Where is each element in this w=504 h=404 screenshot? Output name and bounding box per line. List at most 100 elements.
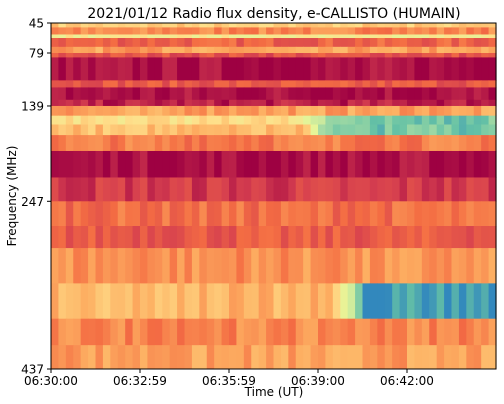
heatmap-cell-band-11-t-26 <box>243 115 252 125</box>
heatmap-cell-band-8-t-39 <box>340 87 349 101</box>
heatmap-cell-band-6-t-57 <box>473 57 482 81</box>
heatmap-cell-band-1-t-7 <box>102 27 111 35</box>
heatmap-cell-band-0-t-32 <box>288 23 297 28</box>
heatmap-cell-band-6-t-58 <box>481 57 490 81</box>
heatmap-cell-band-20-t-27 <box>251 318 260 346</box>
heatmap-cell-band-16-t-47 <box>399 201 408 227</box>
heatmap-cell-band-10-t-37 <box>325 105 334 117</box>
heatmap-cell-band-15-t-17 <box>177 177 186 202</box>
heatmap-cell-band-3-t-20 <box>199 38 208 48</box>
heatmap-cell-band-14-t-22 <box>214 150 223 178</box>
heatmap-cell-band-14-t-50 <box>421 150 430 178</box>
heatmap-cell-band-16-t-53 <box>444 201 453 227</box>
heatmap-cell-band-5-t-21 <box>206 53 215 58</box>
heatmap-cell-band-5-t-19 <box>191 53 200 58</box>
heatmap-cell-band-16-t-12 <box>140 201 149 227</box>
heatmap-cell-band-18-t-29 <box>266 248 275 284</box>
heatmap-cell-band-16-t-25 <box>236 201 245 227</box>
heatmap-cell-band-17-t-56 <box>466 226 475 249</box>
heatmap-cell-band-8-t-52 <box>436 87 445 101</box>
heatmap-cell-band-2-t-45 <box>384 34 393 39</box>
heatmap-cell-band-13-t-39 <box>340 135 349 152</box>
heatmap-cell-band-15-t-4 <box>80 177 89 202</box>
heatmap-cell-band-18-t-34 <box>303 248 312 284</box>
heatmap-cell-band-17-t-15 <box>162 226 171 249</box>
heatmap-cell-band-4-t-40 <box>347 46 356 54</box>
heatmap-cell-band-21-t-6 <box>95 345 104 370</box>
heatmap-cell-band-15-t-37 <box>325 177 334 202</box>
heatmap-cell-band-17-t-10 <box>125 226 134 249</box>
heatmap-cell-band-12-t-57 <box>473 124 482 136</box>
heatmap-cell-band-11-t-25 <box>236 115 245 125</box>
heatmap-cell-band-0-t-2 <box>65 23 74 28</box>
heatmap-cell-band-9-t-17 <box>177 99 186 107</box>
heatmap-cell-band-15-t-22 <box>214 177 223 202</box>
heatmap-cell-band-10-t-54 <box>451 105 460 117</box>
heatmap-cell-band-21-t-9 <box>117 345 126 370</box>
heatmap-cell-band-1-t-10 <box>125 27 134 35</box>
heatmap-cell-band-1-t-50 <box>421 27 430 35</box>
heatmap-cell-band-18-t-4 <box>80 248 89 284</box>
heatmap-cell-band-8-t-25 <box>236 87 245 101</box>
heatmap-cell-band-3-t-49 <box>414 38 423 48</box>
heatmap-cell-band-8-t-0 <box>51 87 60 101</box>
heatmap-cell-band-11-t-16 <box>169 115 178 125</box>
x-axis-label: Time (UT) <box>244 385 304 399</box>
heatmap-cell-band-15-t-55 <box>458 177 467 202</box>
heatmap-cell-band-18-t-19 <box>191 248 200 284</box>
heatmap-cell-band-16-t-22 <box>214 201 223 227</box>
heatmap-cell-band-13-t-51 <box>429 135 438 152</box>
heatmap-cell-band-13-t-30 <box>273 135 282 152</box>
heatmap-cell-band-4-t-8 <box>110 46 119 54</box>
heatmap-cell-band-9-t-55 <box>458 99 467 107</box>
heatmap-cell-band-17-t-43 <box>369 226 378 249</box>
heatmap-cell-band-14-t-1 <box>58 150 67 178</box>
heatmap-cell-band-6-t-21 <box>206 57 215 81</box>
heatmap-cell-band-17-t-12 <box>140 226 149 249</box>
heatmap-cell-band-9-t-9 <box>117 99 126 107</box>
heatmap-cell-band-4-t-50 <box>421 46 430 54</box>
heatmap-cell-band-3-t-52 <box>436 38 445 48</box>
heatmap-cell-band-19-t-59 <box>488 283 497 320</box>
heatmap-cell-band-20-t-1 <box>58 318 67 346</box>
heatmap-cell-band-2-t-54 <box>451 34 460 39</box>
heatmap-cell-band-13-t-4 <box>80 135 89 152</box>
heatmap-cell-band-16-t-58 <box>481 201 490 227</box>
heatmap-cell-band-9-t-59 <box>488 99 497 107</box>
heatmap-cell-band-15-t-14 <box>154 177 163 202</box>
heatmap-cell-band-6-t-32 <box>288 57 297 81</box>
heatmap-cell-band-4-t-27 <box>251 46 260 54</box>
heatmap-cell-band-18-t-32 <box>288 248 297 284</box>
heatmap-cell-band-16-t-56 <box>466 201 475 227</box>
heatmap-cell-band-12-t-21 <box>206 124 215 136</box>
heatmap-cell-band-6-t-51 <box>429 57 438 81</box>
heatmap-cell-band-20-t-45 <box>384 318 393 346</box>
heatmap-cell-band-18-t-28 <box>258 248 267 284</box>
heatmap-cell-band-2-t-22 <box>214 34 223 39</box>
heatmap-cell-band-11-t-27 <box>251 115 260 125</box>
heatmap-cell-band-1-t-45 <box>384 27 393 35</box>
heatmap-cell-band-12-t-17 <box>177 124 186 136</box>
heatmap-cell-band-2-t-46 <box>392 34 401 39</box>
heatmap-cell-band-15-t-10 <box>125 177 134 202</box>
heatmap-cell-band-16-t-35 <box>310 201 319 227</box>
heatmap-cell-band-7-t-7 <box>102 80 111 88</box>
heatmap-cell-band-8-t-51 <box>429 87 438 101</box>
heatmap-cell-band-9-t-35 <box>310 99 319 107</box>
heatmap-cell-band-6-t-54 <box>451 57 460 81</box>
heatmap-cell-band-10-t-26 <box>243 105 252 117</box>
heatmap-cell-band-18-t-54 <box>451 248 460 284</box>
heatmap-cell-band-1-t-39 <box>340 27 349 35</box>
heatmap-cell-band-14-t-8 <box>110 150 119 178</box>
heatmap-cell-band-17-t-47 <box>399 226 408 249</box>
y-axis-label: Frequency (MHz) <box>5 146 19 247</box>
heatmap-cell-band-9-t-31 <box>280 99 289 107</box>
heatmap-cell-band-9-t-34 <box>303 99 312 107</box>
heatmap-cell-band-2-t-35 <box>310 34 319 39</box>
heatmap-cell-band-18-t-1 <box>58 248 67 284</box>
heatmap-cell-band-11-t-8 <box>110 115 119 125</box>
heatmap-cell-band-6-t-48 <box>407 57 416 81</box>
heatmap-cell-band-9-t-56 <box>466 99 475 107</box>
heatmap-cell-band-4-t-46 <box>392 46 401 54</box>
heatmap-cell-band-5-t-11 <box>132 53 141 58</box>
